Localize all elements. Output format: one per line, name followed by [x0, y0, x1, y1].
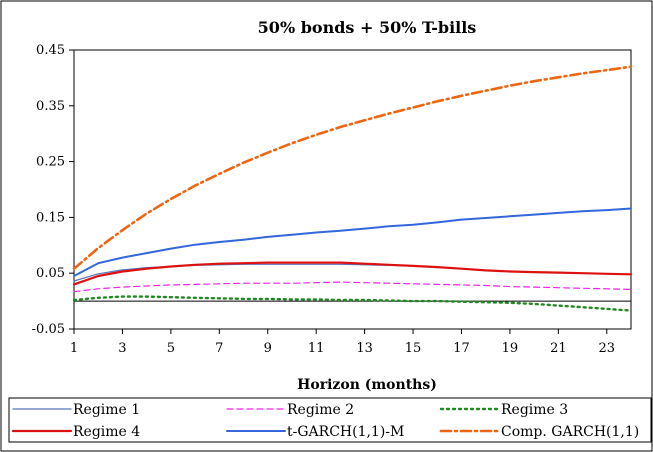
legend: Regime 1 Regime 2 Regime 3 Regime 4 t-GARCH(… — [8, 397, 652, 443]
legend-label: Regime 4 — [73, 424, 140, 440]
legend-label: Comp. GARCH(1,1) — [501, 424, 639, 440]
x-tick-label: 23 — [599, 341, 616, 356]
y-tick-label: 0.05 — [36, 266, 65, 281]
x-tick-label: 21 — [550, 341, 567, 356]
y-axis-ticks: -0.05 0.05 0.15 0.25 0.35 0.45 — [32, 43, 74, 337]
x-tick-label: 1 — [70, 341, 78, 356]
series-line-4 — [72, 261, 633, 286]
legend-label: Regime 2 — [287, 402, 354, 418]
x-tick-label: 7 — [215, 341, 223, 356]
x-tick-label: 19 — [502, 341, 519, 356]
x-tick-label: 15 — [405, 341, 422, 356]
chart-title: 50% bonds + 50% T-bills — [258, 18, 477, 37]
y-tick-label: 0.45 — [36, 43, 65, 58]
legend-label: t-GARCH(1,1)-M — [287, 424, 404, 440]
series-line-6 — [72, 65, 633, 271]
y-tick-label: 0.15 — [36, 210, 65, 225]
y-tick-label: 0.25 — [36, 155, 65, 170]
y-tick-label: -0.05 — [32, 322, 65, 337]
series-line-3 — [72, 295, 633, 312]
x-tick-label: 9 — [264, 341, 272, 356]
x-axis-label: Horizon (months) — [297, 377, 437, 393]
plot-area — [72, 49, 633, 330]
legend-box — [8, 397, 652, 443]
x-tick-label: 11 — [308, 341, 325, 356]
x-tick-label: 3 — [118, 341, 126, 356]
plot-frame — [73, 49, 632, 330]
x-tick-label: 5 — [167, 341, 175, 356]
x-tick-label: 13 — [356, 341, 373, 356]
x-axis-ticks: 1 3 5 7 9 11 13 15 17 19 21 23 — [70, 329, 615, 356]
series-line-2 — [73, 281, 632, 293]
legend-label: Regime 3 — [501, 402, 568, 418]
x-tick-label: 17 — [453, 341, 470, 356]
series-line-5 — [73, 207, 632, 277]
y-tick-label: 0.35 — [36, 99, 65, 114]
legend-label: Regime 1 — [73, 402, 140, 418]
